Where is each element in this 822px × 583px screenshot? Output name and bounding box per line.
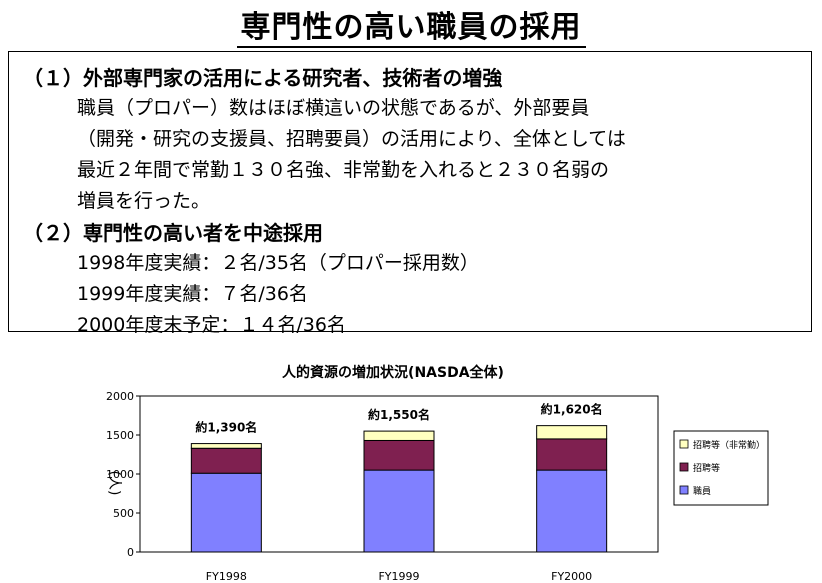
- y-tick-label: 2000: [106, 390, 134, 403]
- bar-segment: [190, 472, 262, 553]
- bar-total-label: 約1,620名: [541, 402, 603, 417]
- legend-label: 職員: [693, 486, 711, 497]
- page-title: 専門性の高い職員の採用: [0, 2, 822, 48]
- section1-line-4: 増員を行った。: [77, 190, 211, 212]
- section1-line-3: 最近２年間で常勤１３０名強、非常勤を入れると２３０名弱の: [77, 159, 610, 181]
- y-tick-label: 1000: [106, 468, 134, 481]
- bar-segment: [536, 469, 608, 553]
- x-tick-label: FY2000: [551, 570, 592, 583]
- bar-segment: [190, 443, 262, 449]
- bar-segment: [190, 447, 262, 474]
- y-axis-label: (人): [106, 471, 122, 496]
- y-tick-label: 1500: [106, 429, 134, 442]
- legend-label: 招聘等（非常勤）: [693, 439, 765, 451]
- legend-swatch: [679, 439, 689, 449]
- bar-total-label: 約1,390名: [195, 420, 257, 435]
- section2-line-1: 1998年度実績：２名/35名（プロパー採用数）: [77, 252, 479, 274]
- section1-line-1: 職員（プロパー）数はほぼ横這いの状態であるが、外部要員: [77, 97, 590, 119]
- x-tick-label: FY1999: [378, 570, 419, 583]
- section2-heading: （２）専門性の高い者を中途採用: [23, 221, 323, 245]
- x-tick-label: FY1998: [206, 570, 247, 583]
- legend-swatch: [679, 485, 689, 495]
- legend-swatch: [679, 462, 689, 472]
- y-tick-label: 500: [113, 507, 134, 520]
- section1-heading: （１）外部専門家の活用による研究者、技術者の増強: [23, 66, 503, 90]
- legend-label: 招聘等: [693, 462, 720, 474]
- chart-svg: 人的資源の増加状況(NASDA全体) 0 500 1000 1500 2000 (人) 約1,…: [106, 364, 769, 583]
- y-tick-label: 0: [127, 546, 134, 559]
- bar-segment: [363, 430, 435, 441]
- bar-segment: [536, 438, 608, 471]
- bar-segment: [363, 469, 435, 553]
- bar-segment: [363, 439, 435, 471]
- chart: 人的資源の増加状況(NASDA全体) 0 500 1000 1500 2000 (人) 約1,…: [0, 355, 822, 583]
- content-box: （１）外部専門家の活用による研究者、技術者の増強 職員（プロパー）数はほぼ横這い…: [8, 51, 812, 336]
- section1-line-2: （開発・研究の支援員、招聘要員）の活用により、全体としては: [77, 128, 626, 150]
- section2-line-2: 1999年度実績：７名/36名: [77, 283, 308, 305]
- chart-title: 人的資源の増加状況(NASDA全体): [282, 364, 504, 381]
- bar-total-label: 約1,550名: [368, 407, 430, 422]
- section2-line-3: 2000年度末予定：１４名/36名: [77, 314, 346, 336]
- bar-segment: [536, 425, 608, 440]
- legend-box: [673, 430, 769, 506]
